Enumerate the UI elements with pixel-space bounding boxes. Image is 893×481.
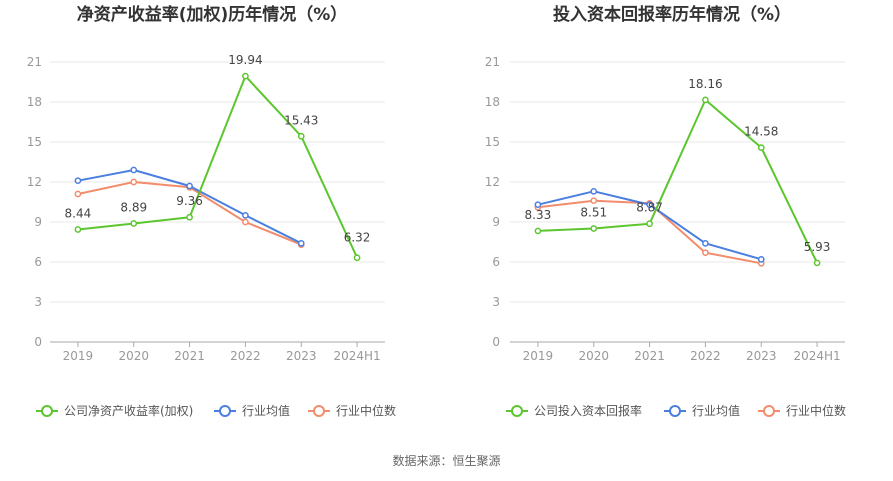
x-tick-label: 2021 [634, 349, 665, 363]
data-label: 14.58 [744, 125, 778, 139]
y-tick-label: 15 [27, 135, 42, 149]
data-label: 8.51 [580, 206, 607, 220]
legend-item[interactable]: 行业均值 [664, 403, 740, 418]
x-tick-label: 2023 [286, 349, 317, 363]
legend-item[interactable]: 行业中位数 [308, 403, 396, 418]
series-point [131, 221, 136, 226]
data-label: 8.89 [120, 200, 147, 214]
x-tick-label: 2021 [174, 349, 205, 363]
legend-item[interactable]: 公司净资产收益率(加权) [36, 403, 193, 418]
legend-label: 行业均值 [242, 403, 290, 418]
data-source-note: 数据来源：恒生聚源 [0, 452, 893, 469]
series-point [591, 198, 596, 203]
x-tick-label: 2020 [578, 349, 609, 363]
y-tick-label: 18 [485, 95, 500, 109]
series-point [131, 179, 136, 184]
x-tick-label: 2019 [523, 349, 554, 363]
x-tick-label: 2022 [690, 349, 721, 363]
chart-title: 投入资本回报率历年情况（%） [553, 4, 791, 25]
legend-label: 行业均值 [692, 403, 740, 418]
series-point [75, 191, 80, 196]
series-line [78, 182, 301, 245]
data-label: 8.33 [525, 208, 552, 222]
chart-title: 净资产收益率(加权)历年情况（%） [77, 4, 348, 25]
series-point [703, 250, 708, 255]
legend-swatch-marker [512, 406, 522, 416]
legend-swatch-marker [42, 406, 52, 416]
y-tick-label: 12 [485, 175, 500, 189]
series-point [75, 178, 80, 183]
series-point [591, 189, 596, 194]
y-tick-label: 0 [34, 335, 42, 349]
y-tick-label: 9 [34, 215, 42, 229]
y-tick-label: 18 [27, 95, 42, 109]
data-label: 8.44 [65, 206, 92, 220]
y-tick-label: 9 [492, 215, 500, 229]
legend-swatch-marker [314, 406, 324, 416]
series-point [75, 227, 80, 232]
series-point [299, 241, 304, 246]
series-point [243, 219, 248, 224]
chart-roic: 投入资本回报率历年情况（%） 0 3 6 9 12 15 18 21 2019 2020 2021 20… [485, 4, 846, 418]
legend-label: 行业中位数 [336, 403, 396, 418]
data-label: 9.36 [176, 194, 203, 208]
x-tick-label: 2022 [230, 349, 261, 363]
series-point [647, 221, 652, 226]
series-point [535, 202, 540, 207]
legend-swatch-marker [220, 406, 230, 416]
series-point [703, 97, 708, 102]
series-point [354, 255, 359, 260]
legend-item[interactable]: 公司投入资本回报率 [506, 403, 642, 418]
series-point [187, 215, 192, 220]
x-tick-label: 2024H1 [793, 349, 840, 363]
legend-swatch-marker [764, 406, 774, 416]
chart-roe: 净资产收益率(加权)历年情况（%） 0 3 6 9 12 15 18 21 2019 2020 202… [27, 4, 396, 418]
y-tick-label: 6 [492, 255, 500, 269]
series-line [78, 76, 357, 258]
y-tick-label: 6 [34, 255, 42, 269]
data-label: 5.93 [804, 240, 831, 254]
legend-label: 公司净资产收益率(加权) [64, 403, 193, 418]
data-label: 8.87 [636, 201, 663, 215]
series-point [243, 74, 248, 79]
x-tick-label: 2019 [63, 349, 94, 363]
legend-item[interactable]: 行业中位数 [758, 403, 846, 418]
legend-swatch-marker [670, 406, 680, 416]
series-point [703, 241, 708, 246]
data-label: 18.16 [688, 77, 722, 91]
series-point [243, 213, 248, 218]
data-label: 19.94 [228, 53, 262, 67]
series-point [299, 134, 304, 139]
y-tick-label: 0 [492, 335, 500, 349]
x-tick-label: 2023 [746, 349, 777, 363]
x-tick-label: 2024H1 [333, 349, 380, 363]
y-tick-label: 21 [27, 55, 42, 69]
series-point [759, 145, 764, 150]
data-label: 6.32 [344, 231, 371, 245]
series-point [591, 226, 596, 231]
x-tick-label: 2020 [118, 349, 149, 363]
y-tick-label: 21 [485, 55, 500, 69]
y-tick-label: 12 [27, 175, 42, 189]
legend-label: 行业中位数 [786, 403, 846, 418]
series-point [131, 167, 136, 172]
legend-label: 公司投入资本回报率 [534, 403, 642, 418]
series-point [187, 183, 192, 188]
series-point [814, 260, 819, 265]
data-label: 15.43 [284, 113, 318, 127]
y-tick-label: 3 [492, 295, 500, 309]
y-tick-label: 15 [485, 135, 500, 149]
series-point [535, 228, 540, 233]
series-point [759, 257, 764, 262]
legend-item[interactable]: 行业均值 [214, 403, 290, 418]
y-tick-label: 3 [34, 295, 42, 309]
